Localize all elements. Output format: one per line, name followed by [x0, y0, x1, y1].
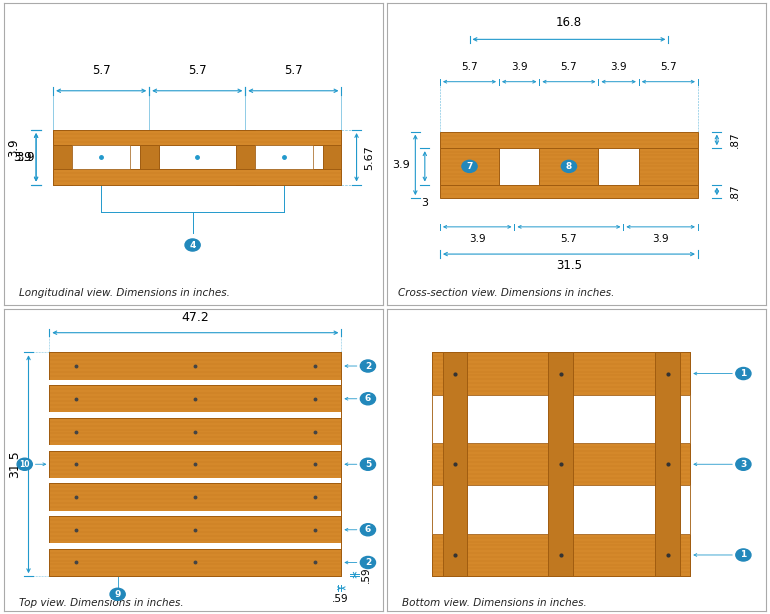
Text: Longitudinal view. Dimensions in inches.: Longitudinal view. Dimensions in inches. [19, 289, 230, 298]
Bar [443, 352, 467, 576]
Bar [49, 549, 341, 576]
Circle shape [360, 556, 376, 569]
Circle shape [360, 360, 376, 372]
Bar [433, 352, 690, 395]
Bar [72, 146, 130, 169]
Text: 5.7: 5.7 [92, 64, 111, 77]
Text: 3.9: 3.9 [393, 160, 410, 170]
Bar [433, 395, 690, 443]
Text: .87: .87 [730, 183, 740, 200]
Text: 8: 8 [566, 162, 572, 171]
Text: 3.9: 3.9 [511, 61, 527, 72]
Text: 5.7: 5.7 [461, 61, 478, 72]
Circle shape [360, 524, 376, 536]
Bar [323, 130, 341, 185]
Bar [49, 478, 341, 483]
Bar [49, 516, 341, 543]
Text: 31.5: 31.5 [556, 259, 582, 272]
Bar [140, 130, 159, 185]
Circle shape [185, 239, 200, 251]
Text: 31.5: 31.5 [8, 451, 21, 478]
Text: 10: 10 [19, 460, 30, 468]
Circle shape [736, 549, 751, 561]
Bar [49, 483, 341, 511]
Bar [236, 130, 255, 185]
Text: 3.9: 3.9 [611, 61, 627, 72]
Bar [440, 148, 499, 185]
Text: Cross-section view. Dimensions in inches.: Cross-section view. Dimensions in inches… [398, 289, 614, 298]
Text: 5.7: 5.7 [284, 64, 303, 77]
Bar [639, 148, 698, 185]
Bar [49, 352, 341, 379]
Text: 9: 9 [115, 590, 121, 599]
Text: 16.8: 16.8 [556, 16, 582, 29]
Text: 3.9: 3.9 [14, 151, 32, 164]
Text: 6: 6 [365, 525, 371, 534]
Text: .87: .87 [730, 131, 740, 148]
Bar [49, 543, 341, 549]
Text: Bottom view. Dimensions in inches.: Bottom view. Dimensions in inches. [402, 599, 587, 608]
Text: 3.9: 3.9 [7, 139, 20, 157]
Bar [49, 451, 341, 478]
Text: 4: 4 [189, 241, 196, 249]
Bar [440, 131, 698, 148]
Text: 3.9: 3.9 [652, 234, 669, 244]
Bar [49, 385, 341, 413]
Text: 6: 6 [365, 394, 371, 403]
Text: 1: 1 [740, 551, 747, 559]
Bar [49, 379, 341, 385]
Text: .59: .59 [361, 567, 371, 583]
Text: 3: 3 [740, 460, 747, 468]
Bar [255, 146, 313, 169]
Bar [655, 352, 680, 576]
Bar [433, 534, 690, 576]
Text: 3.9: 3.9 [15, 151, 35, 164]
Text: 3.9: 3.9 [469, 234, 486, 244]
Bar [49, 445, 341, 451]
Text: 1: 1 [740, 369, 747, 378]
Circle shape [561, 160, 577, 173]
Text: .59: .59 [332, 594, 348, 604]
Text: 5: 5 [365, 460, 371, 468]
Text: 7: 7 [467, 162, 473, 171]
Bar [53, 169, 341, 185]
Bar [49, 418, 341, 445]
Bar [49, 511, 341, 516]
Text: 3: 3 [421, 198, 428, 208]
Circle shape [360, 458, 376, 470]
Text: Top view. Dimensions in inches.: Top view. Dimensions in inches. [19, 599, 184, 608]
Bar [433, 443, 690, 486]
Text: 47.2: 47.2 [182, 311, 209, 324]
Bar [53, 130, 72, 185]
Circle shape [462, 160, 477, 173]
Text: 5.67: 5.67 [363, 145, 373, 169]
Bar [540, 148, 598, 185]
Bar [49, 352, 341, 576]
Bar [53, 130, 341, 146]
Bar [433, 352, 690, 576]
Text: 2: 2 [365, 558, 371, 567]
Text: 5.7: 5.7 [188, 64, 206, 77]
Circle shape [736, 458, 751, 470]
Bar [548, 352, 573, 576]
Text: 5.7: 5.7 [660, 61, 677, 72]
Bar [433, 486, 690, 534]
Circle shape [360, 393, 376, 405]
Bar [49, 413, 341, 418]
Text: 5.7: 5.7 [561, 61, 578, 72]
Text: 5.7: 5.7 [561, 234, 578, 244]
Circle shape [736, 368, 751, 379]
Circle shape [17, 458, 32, 470]
Text: 2: 2 [365, 362, 371, 370]
Bar [440, 185, 698, 198]
Circle shape [110, 588, 126, 600]
